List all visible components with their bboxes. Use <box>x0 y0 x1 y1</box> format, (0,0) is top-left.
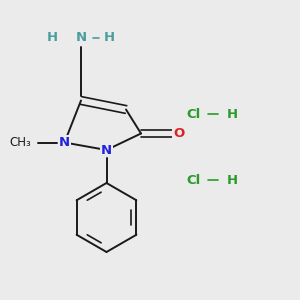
Text: N: N <box>59 136 70 149</box>
Text: CH₃: CH₃ <box>10 136 32 149</box>
Text: H: H <box>226 173 238 187</box>
Text: Cl: Cl <box>186 173 200 187</box>
Text: H: H <box>226 107 238 121</box>
Text: Cl: Cl <box>186 107 200 121</box>
Text: O: O <box>173 127 184 140</box>
Text: H: H <box>104 31 115 44</box>
Text: N: N <box>75 31 87 44</box>
Text: H: H <box>47 31 58 44</box>
Text: N: N <box>101 143 112 157</box>
